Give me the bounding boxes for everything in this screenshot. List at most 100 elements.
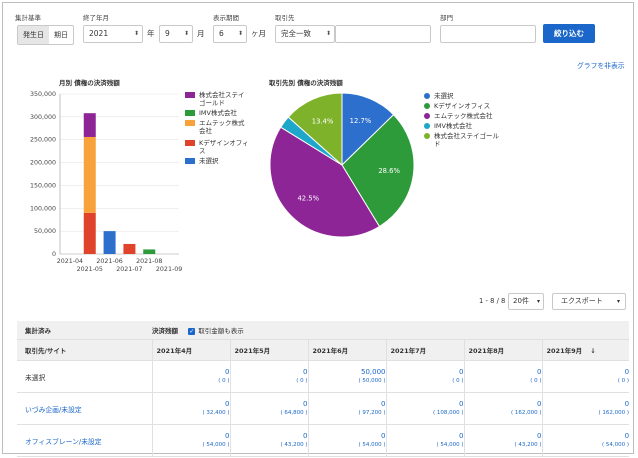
col-header-partner[interactable]: 取引先/サイト bbox=[17, 339, 152, 361]
x-tick-label: 2021-09 bbox=[156, 266, 182, 273]
legend-dot bbox=[424, 103, 430, 109]
legend-dot bbox=[424, 113, 430, 119]
settlement-label: 決済残額 bbox=[152, 327, 178, 335]
year-unit: 年 bbox=[147, 29, 155, 38]
aggregation-label: 集計基準 bbox=[15, 14, 41, 22]
settlement-value[interactable]: 50,000 bbox=[361, 368, 386, 376]
updown-icon: ⬍ bbox=[133, 30, 139, 37]
band-controls: 決済残額 ✓ 取引金額も表示 bbox=[152, 321, 630, 340]
transaction-amount: ( 32,400 ) bbox=[202, 410, 230, 416]
period-select[interactable]: 6 ⬍ bbox=[213, 25, 247, 43]
pagination-range: 1 - 8 / 8 bbox=[479, 297, 506, 305]
month-cell: 0 ( 54,000 ) bbox=[307, 424, 386, 457]
legend-label: 株式会社ステイゴールド bbox=[199, 91, 245, 107]
y-tick-label: 150,000 bbox=[30, 182, 56, 189]
year-select[interactable]: 2021 ⬍ bbox=[83, 25, 143, 43]
month-cell: 0 ( 0 ) bbox=[463, 360, 542, 393]
settlement-value[interactable]: 0 bbox=[537, 368, 542, 376]
col-header-month[interactable]: 2021年8月 bbox=[463, 339, 542, 361]
legend-swatch bbox=[185, 158, 195, 164]
col-header-month[interactable]: 2021年6月 bbox=[307, 339, 386, 361]
legend-swatch bbox=[185, 120, 195, 126]
transaction-amount: ( 162,000 ) bbox=[598, 410, 630, 416]
month-cell: 0 ( 64,800 ) bbox=[229, 392, 308, 425]
pie-slice-label: 13.4% bbox=[312, 118, 334, 126]
month-value: 9 bbox=[165, 29, 170, 38]
partner-input[interactable] bbox=[335, 25, 431, 43]
settlement-value[interactable]: 0 bbox=[303, 368, 308, 376]
y-tick-label: 350,000 bbox=[30, 91, 56, 98]
legend-label: IMV株式会社 bbox=[434, 122, 472, 130]
settlement-value[interactable]: 0 bbox=[624, 400, 630, 408]
pie-slice[interactable] bbox=[287, 92, 343, 167]
month-select[interactable]: 9 ⬍ bbox=[159, 25, 193, 43]
month-unit: 月 bbox=[197, 29, 205, 38]
agg-option-due[interactable]: 期日 bbox=[54, 31, 68, 39]
y-tick-label: 200,000 bbox=[30, 160, 56, 167]
table-row: 未選択 0 ( 0 ) 0 ( 0 ) 50,000 ( 50,000 ) 0 ( 0 ) 0 ( … bbox=[17, 360, 630, 393]
hide-graph-link[interactable]: グラフを非表示 bbox=[577, 62, 625, 70]
settlement-value[interactable]: 0 bbox=[303, 400, 308, 408]
settlement-value[interactable]: 0 bbox=[459, 368, 464, 376]
bar-segment[interactable] bbox=[83, 212, 96, 254]
x-tick-label: 2021-04 bbox=[57, 258, 83, 265]
transaction-amount: ( 43,200 ) bbox=[514, 442, 542, 448]
col-header-month[interactable]: 2021年5月 bbox=[229, 339, 308, 361]
bar-segment[interactable] bbox=[123, 243, 136, 254]
legend-dot bbox=[424, 93, 430, 99]
transaction-amount: ( 54,000 ) bbox=[202, 442, 230, 448]
table-row: オフィスブレーン/未設定 0 ( 54,000 ) 0 ( 43,200 ) 0 ( 54,… bbox=[17, 424, 630, 457]
settlement-value[interactable]: 0 bbox=[225, 368, 230, 376]
bar-segment[interactable] bbox=[103, 231, 116, 254]
per-page-select[interactable]: 20件 ▾ bbox=[508, 293, 544, 310]
settlement-value[interactable]: 0 bbox=[537, 432, 542, 440]
agg-option-occurrence[interactable]: 発生日 bbox=[18, 26, 49, 44]
pie-slice[interactable] bbox=[269, 126, 381, 238]
row-partner-name[interactable]: いづみ企画/未設定 bbox=[17, 392, 152, 425]
settlement-value[interactable]: 0 bbox=[459, 400, 464, 408]
arrow-down-icon: ↓ bbox=[590, 347, 596, 355]
pie-slice[interactable] bbox=[341, 92, 395, 167]
settlement-value[interactable]: 0 bbox=[303, 432, 308, 440]
legend-label: Kデザインオフィス bbox=[199, 139, 249, 155]
col-header-month[interactable]: 2021年7月 bbox=[385, 339, 464, 361]
settlement-value[interactable]: 0 bbox=[537, 400, 542, 408]
settlement-value[interactable]: 0 bbox=[381, 400, 386, 408]
row-partner-name[interactable]: オフィスブレーン/未設定 bbox=[17, 424, 152, 457]
transaction-amount: ( 54,000 ) bbox=[436, 442, 464, 448]
legend-label: エムテック株式会社 bbox=[199, 119, 245, 135]
settlement-value[interactable]: 0 bbox=[225, 400, 230, 408]
month-cell: 0 ( 108,000 ) bbox=[385, 392, 464, 425]
show-amount-label: 取引金額も表示 bbox=[198, 327, 244, 335]
export-label: エクスポート bbox=[561, 297, 603, 305]
settlement-value[interactable]: 0 bbox=[624, 432, 630, 440]
match-select[interactable]: 完全一致 ⬍ bbox=[275, 25, 335, 43]
settlement-value[interactable]: 0 bbox=[381, 432, 386, 440]
settlement-value[interactable]: 0 bbox=[459, 432, 464, 440]
month-cell: 50,000 ( 50,000 ) bbox=[307, 360, 386, 393]
y-tick-label: 50,000 bbox=[34, 228, 56, 235]
col-header-month-sorted[interactable]: 2021年9月 ↓ bbox=[541, 339, 630, 361]
dept-input[interactable] bbox=[440, 25, 536, 43]
bar-segment[interactable] bbox=[83, 113, 96, 137]
export-button[interactable]: エクスポート ▾ bbox=[552, 293, 626, 310]
transaction-amount: ( 43,200 ) bbox=[280, 442, 308, 448]
bar-segment[interactable] bbox=[83, 136, 96, 213]
legend-label: Kデザインオフィス bbox=[434, 102, 491, 110]
transaction-amount: ( 162,000 ) bbox=[510, 410, 542, 416]
pie-slice[interactable] bbox=[341, 114, 415, 228]
settlement-value[interactable]: 0 bbox=[624, 368, 630, 376]
settlement-value[interactable]: 0 bbox=[225, 432, 230, 440]
period-unit: ヶ月 bbox=[251, 29, 266, 38]
chevron-down-icon: ▾ bbox=[616, 298, 620, 305]
pie-slice-label: 42.5% bbox=[297, 194, 319, 202]
legend-label: IMV株式会社 bbox=[199, 109, 237, 117]
x-tick-label: 2021-08 bbox=[136, 258, 162, 265]
row-partner-name: 未選択 bbox=[17, 360, 152, 393]
bar-segment[interactable] bbox=[143, 249, 156, 254]
month-cell: 0 ( 32,400 ) bbox=[151, 392, 230, 425]
show-amount-checkbox[interactable]: ✓ 取引金額も表示 bbox=[188, 327, 244, 335]
apply-filter-button[interactable]: 絞り込む bbox=[543, 24, 595, 43]
col-header-month[interactable]: 2021年4月 bbox=[151, 339, 230, 361]
partner-label: 取引先 bbox=[275, 14, 295, 22]
